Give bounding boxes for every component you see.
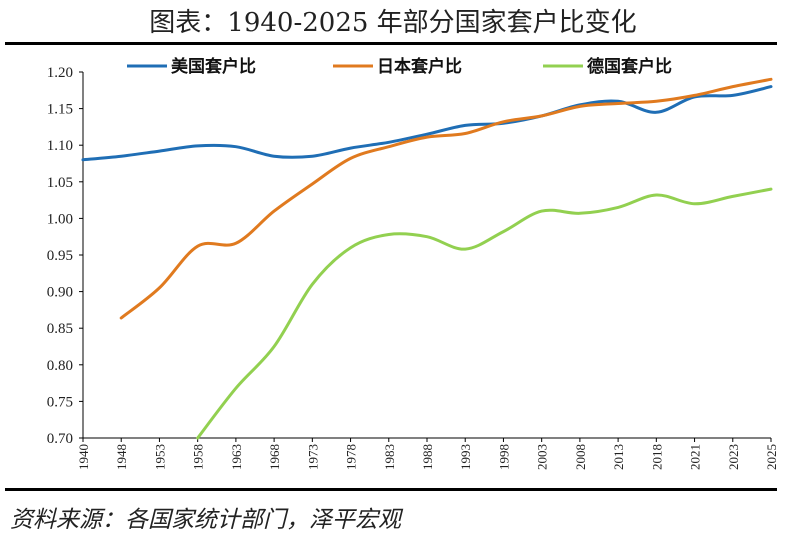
x-tick-label: 2003 <box>535 444 550 470</box>
x-tick-label: 2025 <box>764 444 779 470</box>
x-tick-label: 2013 <box>611 444 626 470</box>
bottom-rule <box>5 488 777 491</box>
y-tick-label: 0.80 <box>47 358 73 374</box>
y-tick-label: 0.85 <box>47 321 73 337</box>
legend-label: 美国套户比 <box>171 56 256 77</box>
x-tick-label: 1983 <box>382 444 397 470</box>
y-tick-label: 0.95 <box>47 248 73 264</box>
series-line-0 <box>81 85 773 162</box>
series-layer <box>81 77 773 440</box>
y-tick-label: 1.20 <box>47 65 73 81</box>
x-tick-label: 1940 <box>76 444 91 470</box>
x-tick-label: 1993 <box>458 444 473 470</box>
x-tick-label: 1988 <box>420 444 435 470</box>
x-tick-label: 2008 <box>573 444 588 470</box>
legend: 美国套户比 日本套户比 德国套户比 <box>127 56 672 77</box>
axes: 1.20 1.15 1.10 1.05 1.00 0.95 0.90 0.85 0.80 0.75… <box>47 65 779 470</box>
x-tick-label: 1953 <box>152 444 167 470</box>
x-tick-label: 2018 <box>649 444 664 470</box>
chart-title: 图表：1940-2025 年部分国家套户比变化 <box>149 8 637 38</box>
x-tick-label: 1958 <box>191 444 206 470</box>
y-tick-label: 0.70 <box>47 431 73 447</box>
x-tick-label: 1948 <box>114 444 129 470</box>
source-note: 资料来源：各国家统计部门，泽平宏观 <box>10 507 401 533</box>
y-tick-label: 1.10 <box>47 138 73 154</box>
legend-label: 日本套户比 <box>377 56 462 77</box>
y-tick-label: 0.75 <box>47 394 73 410</box>
x-tick-label: 2023 <box>726 444 741 470</box>
legend-label: 德国套户比 <box>587 56 672 77</box>
x-tick-label: 2021 <box>688 444 703 470</box>
x-tick-label: 1963 <box>229 444 244 470</box>
series-line-2 <box>196 187 773 440</box>
series-line-1 <box>119 77 773 320</box>
top-rule <box>5 42 777 45</box>
y-tick-label: 1.00 <box>47 211 73 227</box>
x-tick-label: 1973 <box>305 444 320 470</box>
y-tick-label: 1.15 <box>47 102 73 118</box>
x-tick-label: 1968 <box>267 444 282 470</box>
x-tick-label: 1978 <box>344 444 359 470</box>
y-tick-label: 1.05 <box>47 175 73 191</box>
x-tick-label: 1998 <box>496 444 511 470</box>
y-tick-label: 0.90 <box>47 285 73 301</box>
